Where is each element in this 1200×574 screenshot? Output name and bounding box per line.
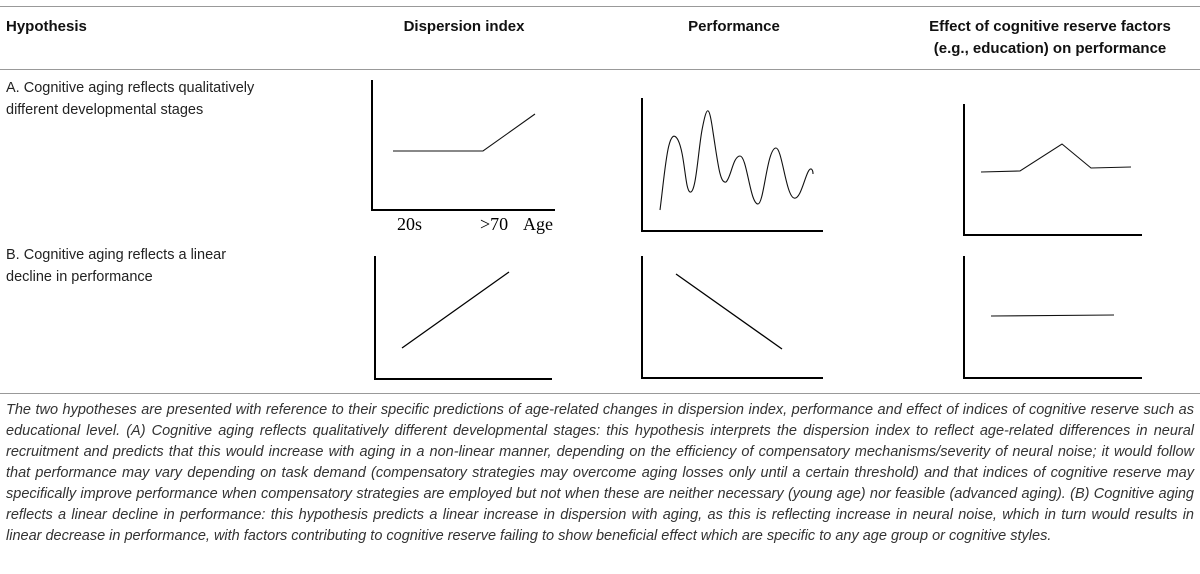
header-cognitive-reserve-line2: (e.g., education) on performance bbox=[933, 40, 1167, 57]
row-a-label-line2: different developmental stages bbox=[6, 102, 204, 118]
row-a-label: A. Cognitive aging reflects qualitativel… bbox=[6, 77, 296, 121]
axis-tick-70: >70 bbox=[480, 214, 508, 234]
table-header-rule bbox=[0, 69, 1200, 70]
panel-a-performance bbox=[641, 98, 823, 232]
row-a-label-line1: A. Cognitive aging reflects qualitativel… bbox=[6, 80, 255, 96]
panel-a-reserve bbox=[963, 104, 1142, 236]
panel-a-reserve-axes bbox=[963, 104, 1142, 236]
panel-b-reserve-curve bbox=[990, 314, 1115, 317]
header-cognitive-reserve: Effect of cognitive reserve factors (e.g… bbox=[905, 16, 1195, 60]
panel-b-dispersion-axes bbox=[374, 256, 552, 380]
panel-a-performance-axes bbox=[641, 98, 823, 232]
table-caption: The two hypotheses are presented with re… bbox=[6, 402, 1194, 544]
panel-a-dispersion: 20s >70 Age bbox=[371, 80, 555, 234]
panel-b-reserve bbox=[963, 256, 1142, 379]
table-bottom-rule bbox=[0, 393, 1200, 394]
panel-b-performance-curve bbox=[675, 273, 783, 350]
panel-b-performance bbox=[641, 256, 823, 379]
row-b-label-line2: decline in performance bbox=[6, 269, 153, 285]
panel-b-dispersion bbox=[374, 256, 552, 380]
panel-b-dispersion-curve bbox=[401, 271, 510, 349]
panel-a-dispersion-axes bbox=[371, 80, 555, 211]
header-performance: Performance bbox=[688, 18, 780, 35]
header-dispersion-index: Dispersion index bbox=[403, 18, 525, 35]
panel-a-performance-curve bbox=[659, 110, 814, 211]
row-b-label-line1: B. Cognitive aging reflects a linear bbox=[6, 247, 227, 263]
panel-b-performance-axes bbox=[641, 256, 823, 379]
panel-b-reserve-axes bbox=[963, 256, 1142, 379]
panel-a-dispersion-curve bbox=[393, 113, 536, 152]
table-top-rule bbox=[0, 6, 1200, 7]
axis-label-age: Age bbox=[523, 214, 553, 234]
row-b-label: B. Cognitive aging reflects a linear dec… bbox=[6, 244, 296, 288]
panel-a-reserve-curve bbox=[980, 143, 1132, 173]
header-cognitive-reserve-line1: Effect of cognitive reserve factors bbox=[929, 18, 1171, 35]
axis-tick-20s: 20s bbox=[397, 214, 422, 234]
header-hypothesis: Hypothesis bbox=[6, 18, 87, 35]
